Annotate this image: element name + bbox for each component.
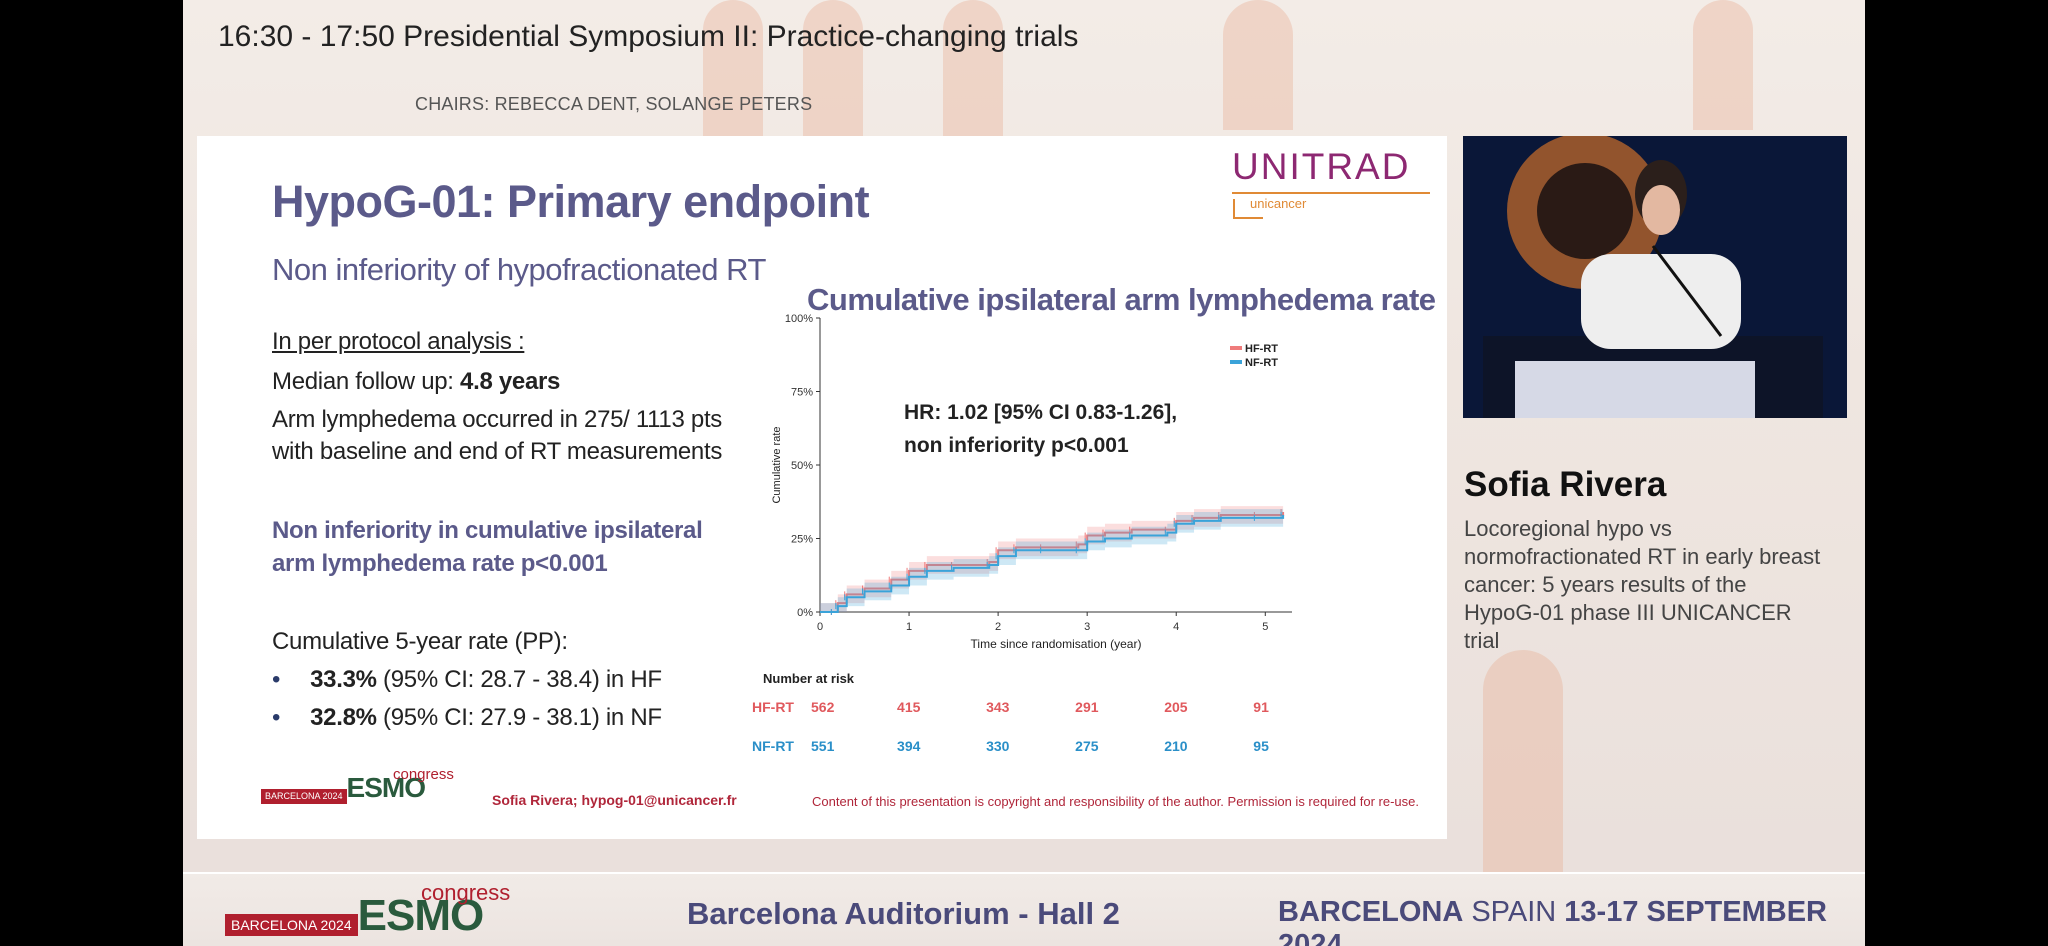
risk-value: 330	[986, 738, 1010, 754]
chart-title: Cumulative ipsilateral arm lymphedema ra…	[807, 282, 1436, 317]
slide-footer-copyright: Content of this presentation is copyrigh…	[812, 794, 1419, 809]
bullet-value: 32.8%	[310, 704, 377, 731]
congress-word: congress	[393, 766, 454, 783]
bullet-dot: •	[272, 704, 281, 731]
risk-value: 205	[1164, 699, 1188, 715]
x-tick-label: 5	[1262, 621, 1268, 633]
risk-value: 95	[1253, 738, 1269, 754]
noninferiority-line-1: Non inferiority in cumulative ipsilatera…	[272, 517, 703, 544]
speaker-name: Sofia Rivera	[1464, 465, 1667, 504]
legend-label: HF-RT	[1245, 343, 1278, 355]
background-decoration	[1483, 650, 1563, 880]
stage-lamp-core	[1537, 163, 1633, 259]
hr-annotation: HR: 1.02 [95% CI 0.83-1.26],	[904, 401, 1177, 424]
background-decoration	[803, 0, 863, 140]
y-tick-label: 25%	[791, 534, 813, 546]
noninferiority-line-2: arm lymphedema rate p<0.001	[272, 550, 608, 577]
logo-line	[1232, 192, 1430, 194]
risk-value: 343	[986, 699, 1010, 715]
risk-row-name: HF-RT	[752, 699, 794, 715]
microphone	[1651, 245, 1723, 337]
y-tick-label: 100%	[785, 313, 813, 325]
bullet-value: 33.3%	[310, 666, 377, 693]
bullet-hf: • 33.3% (95% CI: 28.7 - 38.4) in HF	[272, 666, 662, 694]
speaker-video-scene	[1463, 136, 1847, 418]
session-header: 16:30 - 17:50 Presidential Symposium II:…	[218, 20, 1079, 53]
risk-value: 210	[1164, 738, 1188, 754]
bottom-bar: BARCELONA 2024 ESMO congress Barcelona Aud…	[183, 872, 1865, 946]
esmo-congress-logo: BARCELONA 2024 ESMO congress	[225, 880, 510, 940]
venue-label: Barcelona Auditorium - Hall 2	[687, 896, 1120, 931]
occurred-line-2: with baseline and end of RT measurements	[272, 438, 723, 465]
speaker-body	[1581, 254, 1741, 349]
km-chart: 0% 25% 50% 75% 100% 0 1 2 3 4 5 Time since randomis…	[771, 313, 1292, 651]
slide-subtitle: Non inferiority of hypofractionated RT	[272, 252, 766, 287]
y-tick-label: 50%	[791, 460, 813, 472]
barcelona-badge: BARCELONA 2024	[261, 789, 347, 804]
slide-footer-author: Sofia Rivera; hypog-01@unicancer.fr	[492, 792, 737, 808]
background-decoration	[943, 0, 1003, 140]
y-tick-label: 75%	[791, 387, 813, 399]
risk-value: 394	[897, 738, 921, 754]
analysis-heading: In per protocol analysis :	[272, 328, 525, 355]
background-decoration	[703, 0, 763, 140]
background-decoration	[1693, 0, 1753, 130]
risk-value: 551	[811, 738, 835, 754]
bullet-rest: (95% CI: 27.9 - 38.1) in NF	[376, 704, 662, 731]
barcelona-badge: BARCELONA 2024	[225, 914, 358, 936]
legend-label: NF-RT	[1245, 357, 1278, 369]
x-axis-label: Time since randomisation (year)	[971, 637, 1142, 651]
bullet-dot: •	[272, 666, 281, 693]
session-chairs: CHAIRS: REBECCA DENT, SOLANGE PETERS	[415, 94, 813, 114]
risk-value: 291	[1075, 699, 1099, 715]
x-tick-label: 1	[906, 621, 912, 633]
occurred-line-1: Arm lymphedema occurred in 275/ 1113 pts	[272, 406, 723, 433]
background-decoration	[1223, 0, 1293, 130]
presentation-slide: HypoG-01: Primary endpoint Non inferiori…	[197, 136, 1447, 839]
median-prefix: Median follow up:	[272, 368, 461, 395]
x-tick-label: 0	[817, 621, 823, 633]
stream-stage: 16:30 - 17:50 Presidential Symposium II:…	[183, 0, 1865, 946]
dates-prefix: BARCELONA	[1278, 896, 1464, 928]
x-tick-label: 3	[1084, 621, 1090, 633]
podium-screen	[1515, 361, 1755, 418]
hr-annotation: non inferiority p<0.001	[904, 434, 1129, 457]
logo-word: UNITRAD	[1232, 146, 1411, 187]
median-follow-up: Median follow up: 4.8 years	[272, 368, 560, 396]
bullet-nf: • 32.8% (95% CI: 27.9 - 38.1) in NF	[272, 704, 662, 732]
risk-table-label: Number at risk	[763, 671, 855, 686]
risk-row-name: NF-RT	[752, 738, 794, 754]
y-tick-label: 0%	[797, 607, 813, 619]
y-axis-label: Cumulative rate	[771, 426, 783, 503]
speaker-video	[1463, 136, 1847, 418]
event-dates: BARCELONA SPAIN 13-17 SEPTEMBER 2024	[1278, 896, 1865, 946]
logo-bracket	[1233, 199, 1263, 219]
cumulative-rate-heading: Cumulative 5-year rate (PP):	[272, 628, 568, 655]
risk-value: 91	[1253, 699, 1269, 715]
risk-value: 562	[811, 699, 835, 715]
x-tick-label: 2	[995, 621, 1001, 633]
slide-title: HypoG-01: Primary endpoint	[272, 176, 870, 227]
x-tick-label: 4	[1173, 621, 1179, 633]
nf-rt-curve	[820, 514, 1285, 613]
esmo-wordmark: ESMO	[357, 891, 485, 940]
speaker-face	[1642, 185, 1680, 235]
slide-esmo-logo: BARCELONA 2024 ESMO congress	[261, 766, 454, 804]
risk-value: 415	[897, 699, 921, 715]
congress-word: congress	[421, 880, 511, 905]
dates-suffix: 13-17 SEPTEMBER 2024	[1278, 896, 1827, 946]
talk-title: Locoregional hypo vs normofractionated R…	[1464, 516, 1821, 653]
median-value: 4.8 years	[460, 368, 561, 395]
risk-value: 275	[1075, 738, 1099, 754]
nf-rt-ci-band	[820, 506, 1284, 612]
bullet-rest: (95% CI: 28.7 - 38.4) in HF	[376, 666, 662, 693]
logo-sub: unicancer	[1250, 196, 1307, 211]
dates-spain: SPAIN	[1463, 896, 1565, 928]
unitrad-logo: UNITRAD unicancer	[1232, 146, 1430, 219]
esmo-wordmark: ESMO	[346, 772, 426, 803]
